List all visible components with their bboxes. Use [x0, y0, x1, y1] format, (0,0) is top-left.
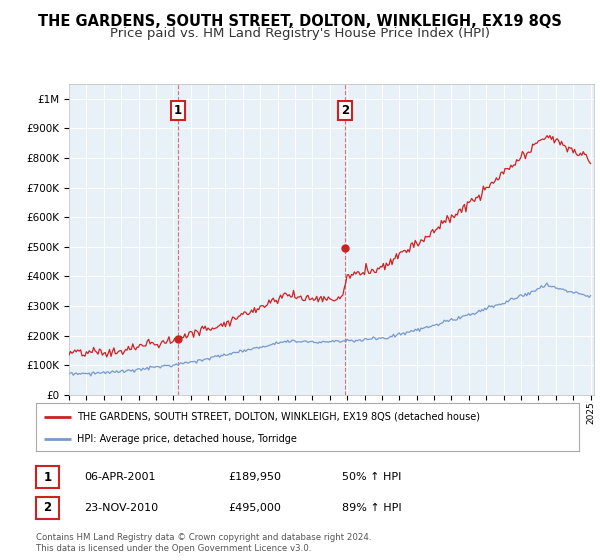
- Text: 23-NOV-2010: 23-NOV-2010: [84, 503, 158, 513]
- Text: 2: 2: [341, 104, 349, 117]
- Text: 50% ↑ HPI: 50% ↑ HPI: [342, 472, 401, 482]
- Text: £189,950: £189,950: [228, 472, 281, 482]
- Text: 1: 1: [43, 470, 52, 484]
- Text: £495,000: £495,000: [228, 503, 281, 513]
- Text: THE GARDENS, SOUTH STREET, DOLTON, WINKLEIGH, EX19 8QS: THE GARDENS, SOUTH STREET, DOLTON, WINKL…: [38, 14, 562, 29]
- Text: 06-APR-2001: 06-APR-2001: [84, 472, 155, 482]
- Text: HPI: Average price, detached house, Torridge: HPI: Average price, detached house, Torr…: [77, 434, 296, 444]
- Text: 2: 2: [43, 501, 52, 515]
- Text: Price paid vs. HM Land Registry's House Price Index (HPI): Price paid vs. HM Land Registry's House …: [110, 27, 490, 40]
- Text: 1: 1: [173, 104, 182, 117]
- Text: THE GARDENS, SOUTH STREET, DOLTON, WINKLEIGH, EX19 8QS (detached house): THE GARDENS, SOUTH STREET, DOLTON, WINKL…: [77, 412, 480, 422]
- Text: Contains HM Land Registry data © Crown copyright and database right 2024.
This d: Contains HM Land Registry data © Crown c…: [36, 533, 371, 553]
- Text: 89% ↑ HPI: 89% ↑ HPI: [342, 503, 401, 513]
